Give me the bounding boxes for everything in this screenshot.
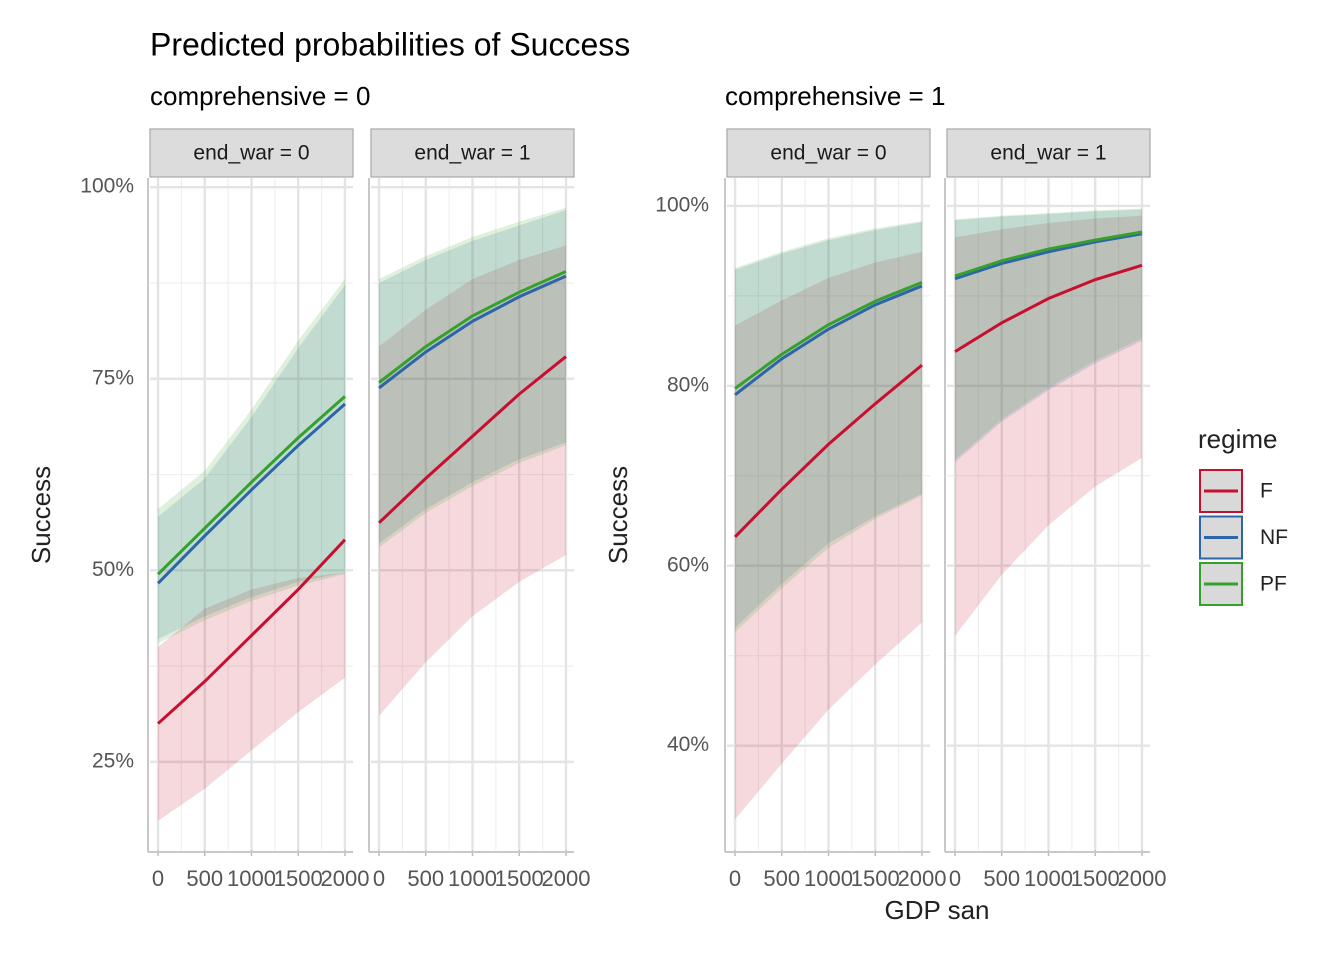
x-tick-label: 1000 bbox=[448, 866, 497, 891]
panel: end_war = 1 bbox=[368, 128, 575, 856]
x-tick-label: 500 bbox=[763, 866, 800, 891]
x-tick-label: 0 bbox=[949, 866, 961, 891]
y-tick-label: 100% bbox=[80, 175, 134, 198]
confidence-band bbox=[735, 221, 922, 633]
x-tick-label: 0 bbox=[152, 866, 164, 891]
x-tick-label: 2000 bbox=[320, 866, 369, 891]
x-tick-label: 500 bbox=[407, 866, 444, 891]
strip bbox=[370, 128, 575, 178]
x-tick-label: 1500 bbox=[1071, 866, 1120, 891]
line bbox=[378, 355, 567, 524]
x-tick-label: 1000 bbox=[804, 866, 853, 891]
x-tick-label: 1500 bbox=[274, 866, 323, 891]
x-tick-label: 2000 bbox=[1117, 866, 1166, 891]
line bbox=[156, 402, 346, 585]
confidence-band bbox=[955, 209, 1142, 463]
strip-label: end_war = 0 bbox=[770, 142, 886, 165]
line bbox=[378, 274, 567, 390]
panel: end_war = 1 bbox=[944, 128, 1151, 856]
strip-label: end_war = 1 bbox=[990, 142, 1106, 165]
x-tick-label: 500 bbox=[983, 866, 1020, 891]
line bbox=[734, 284, 923, 396]
legend-title: regime bbox=[1198, 424, 1277, 454]
line bbox=[954, 263, 1143, 353]
legend-label: PF bbox=[1260, 573, 1287, 596]
y-axis-label: Success bbox=[603, 466, 633, 564]
line bbox=[378, 270, 567, 384]
y-tick-label: 75% bbox=[92, 366, 134, 389]
line bbox=[734, 280, 923, 390]
subtitle: comprehensive = 1 bbox=[725, 81, 945, 111]
confidence-band bbox=[955, 215, 1142, 636]
line bbox=[157, 538, 347, 725]
panel: end_war = 0 bbox=[724, 128, 931, 856]
x-tick-label: 1500 bbox=[495, 866, 544, 891]
subtitle: comprehensive = 0 bbox=[150, 81, 370, 111]
x-tick-label: 500 bbox=[186, 866, 223, 891]
x-tick-label: 1500 bbox=[851, 866, 900, 891]
strip bbox=[726, 128, 931, 178]
confidence-band bbox=[379, 245, 566, 716]
panel: end_war = 0 bbox=[147, 128, 354, 856]
y-tick-label: 60% bbox=[667, 553, 709, 576]
x-tick-label: 1000 bbox=[227, 866, 276, 891]
x-tick-label: 2000 bbox=[897, 866, 946, 891]
x-tick-label: 2000 bbox=[541, 866, 590, 891]
x-tick-label: 0 bbox=[729, 866, 741, 891]
confidence-band bbox=[158, 285, 345, 640]
line bbox=[954, 232, 1143, 281]
y-tick-label: 50% bbox=[92, 558, 134, 581]
confidence-band bbox=[735, 251, 922, 820]
x-axis-label: GDP san bbox=[884, 895, 989, 925]
line bbox=[156, 395, 346, 576]
confidence-band bbox=[735, 222, 922, 628]
strip bbox=[946, 128, 1151, 178]
x-tick-label: 0 bbox=[373, 866, 385, 891]
confidence-band bbox=[158, 572, 345, 821]
chart-title: Predicted probabilities of Success bbox=[150, 26, 630, 62]
y-axis-label: Success bbox=[26, 466, 56, 564]
strip bbox=[149, 128, 354, 178]
y-tick-label: 100% bbox=[655, 193, 709, 216]
confidence-band bbox=[158, 279, 345, 644]
y-tick-label: 25% bbox=[92, 749, 134, 772]
line bbox=[954, 230, 1143, 278]
y-tick-label: 40% bbox=[667, 733, 709, 756]
legend-label: NF bbox=[1260, 526, 1288, 549]
line bbox=[733, 363, 923, 538]
y-tick-label: 80% bbox=[667, 373, 709, 396]
legend-label: F bbox=[1260, 480, 1273, 503]
strip-label: end_war = 1 bbox=[414, 142, 530, 165]
confidence-band bbox=[955, 208, 1142, 460]
strip-label: end_war = 0 bbox=[193, 142, 309, 165]
x-tick-label: 1000 bbox=[1024, 866, 1073, 891]
